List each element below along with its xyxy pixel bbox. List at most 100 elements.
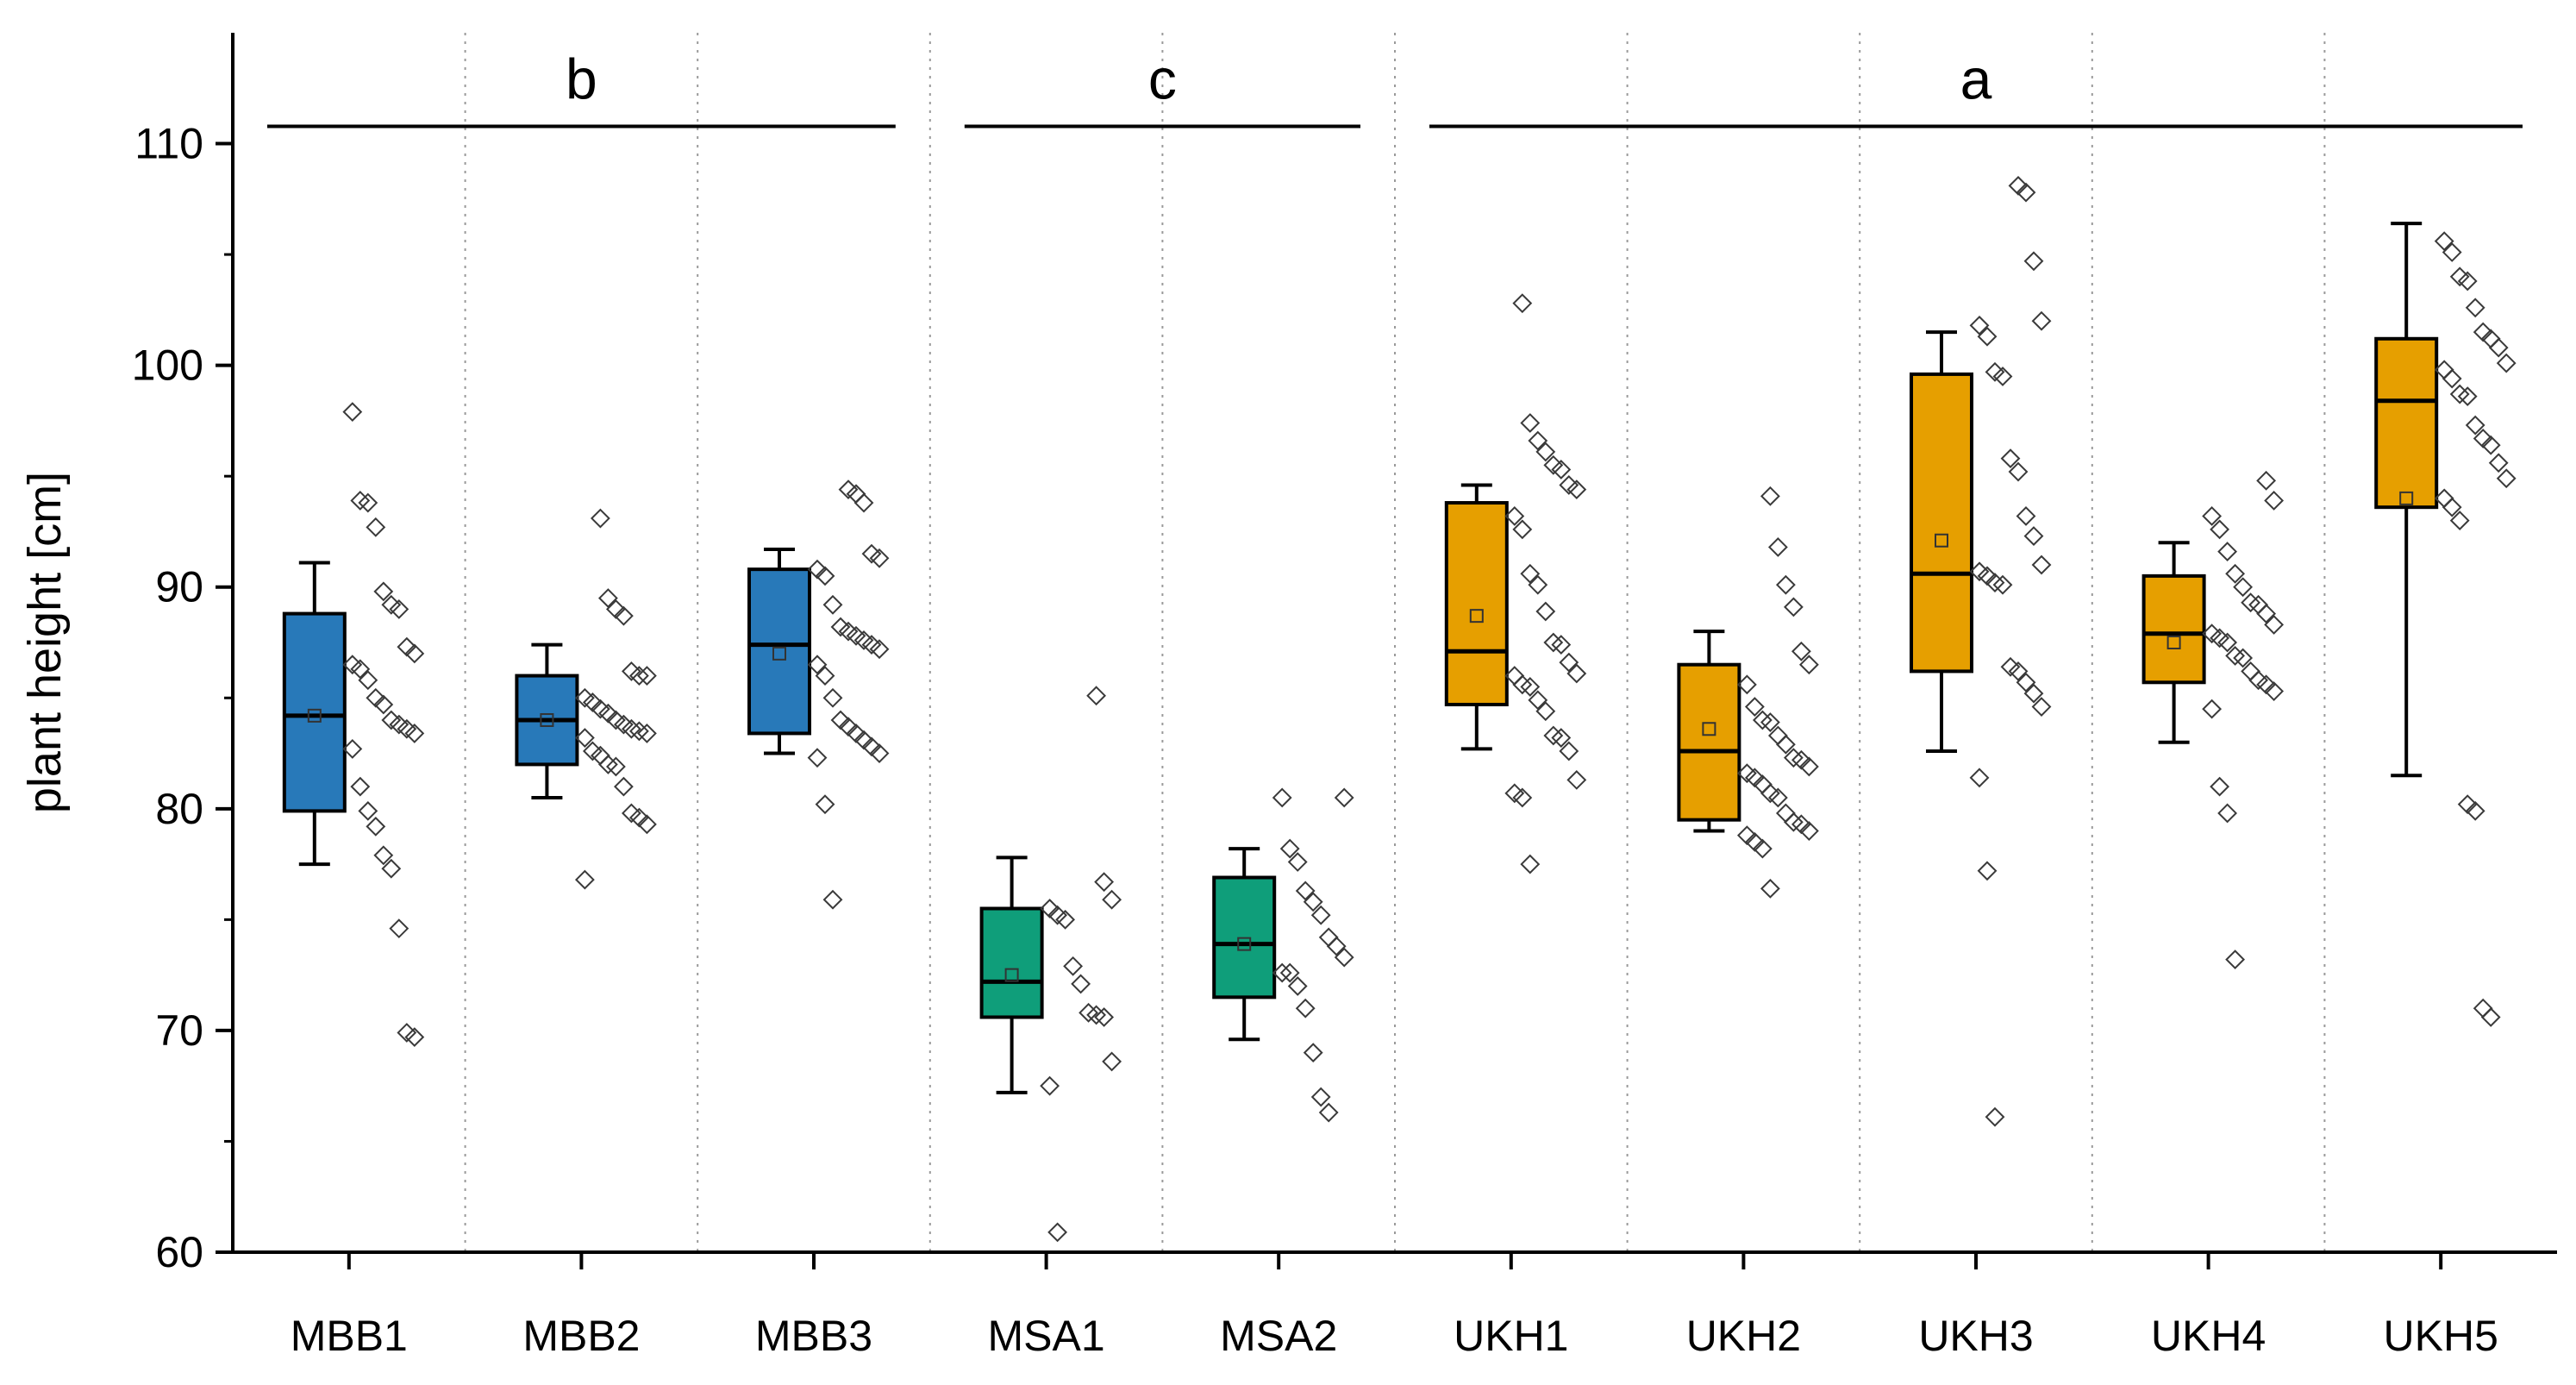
y-tick-label: 60	[155, 1228, 203, 1276]
data-point	[358, 492, 378, 513]
data-point	[1094, 1007, 1115, 1027]
data-point	[2202, 699, 2223, 719]
x-tick-label: MSA2	[1220, 1312, 1337, 1360]
data-point	[1318, 1102, 1339, 1123]
data-point	[636, 723, 657, 743]
x-tick-label: UKH3	[1918, 1312, 2033, 1360]
data-point	[2496, 353, 2517, 373]
y-tick-label: 70	[155, 1006, 203, 1055]
data-point	[1512, 787, 1533, 808]
data-point	[2016, 672, 2036, 692]
data-point	[1752, 838, 1773, 859]
data-point	[1279, 962, 1300, 983]
data-point	[2217, 542, 2238, 562]
data-point	[1775, 574, 1796, 595]
data-point	[2023, 683, 2044, 704]
data-point	[2449, 511, 2470, 531]
data-point	[2457, 271, 2478, 291]
box-MSA2	[1212, 847, 1277, 1042]
box-iqr	[1910, 372, 1973, 674]
data-point	[1334, 787, 1354, 808]
data-point	[1063, 956, 1084, 976]
y-ticks: 60 70 80 90 100 110	[132, 120, 233, 1276]
data-point	[822, 687, 843, 708]
data-point	[1504, 506, 1525, 526]
data-point	[807, 748, 828, 768]
significance-letter: a	[1960, 47, 1992, 111]
data-point	[358, 670, 378, 691]
data-point	[1071, 974, 1091, 994]
box-UKH3	[1910, 330, 1973, 753]
y-tick-label: 90	[155, 563, 203, 611]
data-point	[2264, 681, 2285, 701]
data-point	[1760, 486, 1780, 506]
data-point	[2473, 998, 2493, 1018]
data-point	[1543, 632, 1564, 653]
mean-marker	[1237, 937, 1252, 951]
data-point	[1559, 652, 1579, 673]
mean-marker	[2399, 491, 2414, 505]
x-tick-label: UKH5	[2384, 1312, 2498, 1360]
data-point	[2434, 231, 2454, 252]
data-point	[342, 402, 363, 423]
group-separators	[464, 33, 2326, 1252]
data-point	[1310, 1087, 1331, 1107]
box-iqr	[979, 906, 1044, 1019]
data-point	[2031, 555, 2052, 575]
data-point	[2480, 435, 2501, 455]
data-point	[2000, 448, 2021, 469]
box-MSA1	[979, 855, 1044, 1094]
data-point	[605, 756, 626, 777]
data-point	[1528, 690, 1548, 711]
data-point	[1752, 710, 1773, 730]
box-iqr	[1677, 662, 1741, 822]
box-MBB2	[515, 642, 579, 799]
data-point	[373, 581, 394, 602]
data-point	[2233, 648, 2254, 668]
data-point	[2233, 577, 2254, 598]
y-tick-label: 100	[132, 342, 203, 390]
data-point	[2225, 563, 2246, 584]
data-point	[389, 599, 410, 619]
data-point	[2465, 415, 2485, 436]
data-point	[574, 869, 595, 890]
x-tick-label: UKH2	[1686, 1312, 1801, 1360]
data-point	[1977, 861, 1998, 881]
data-point	[1551, 635, 1572, 655]
data-point	[1760, 878, 1780, 899]
data-point	[1303, 1043, 1323, 1063]
mean-marker	[1935, 533, 1948, 548]
x-tick-label: MBB3	[755, 1312, 872, 1360]
data-point	[1543, 725, 1564, 746]
data-point	[1310, 905, 1331, 925]
data-point	[1295, 998, 1316, 1018]
data-point	[1535, 601, 1556, 622]
data-point	[350, 659, 371, 680]
box-iqr	[747, 567, 811, 736]
data-point	[2210, 519, 2230, 540]
data-point	[1566, 479, 1587, 500]
mean-marker	[772, 646, 786, 661]
data-point	[597, 754, 618, 774]
data-point	[1520, 854, 1541, 874]
mean-marker	[1702, 722, 1716, 736]
data-point	[404, 643, 425, 664]
data-point	[1775, 734, 1796, 755]
data-point	[1566, 663, 1587, 684]
data-point	[2465, 800, 2485, 821]
data-point	[381, 858, 402, 879]
data-point	[815, 566, 835, 586]
x-tick-label: MSA1	[988, 1312, 1105, 1360]
data-point	[1295, 881, 1316, 901]
data-point	[1528, 574, 1548, 595]
data-point	[1040, 1075, 1060, 1096]
box-MBB3	[747, 548, 811, 755]
data-point	[1079, 1002, 1099, 1023]
data-point	[350, 491, 371, 511]
data-point	[1783, 597, 1804, 617]
data-point	[822, 594, 843, 615]
data-point	[815, 666, 835, 686]
data-point	[574, 728, 595, 748]
mean-marker	[540, 712, 554, 727]
